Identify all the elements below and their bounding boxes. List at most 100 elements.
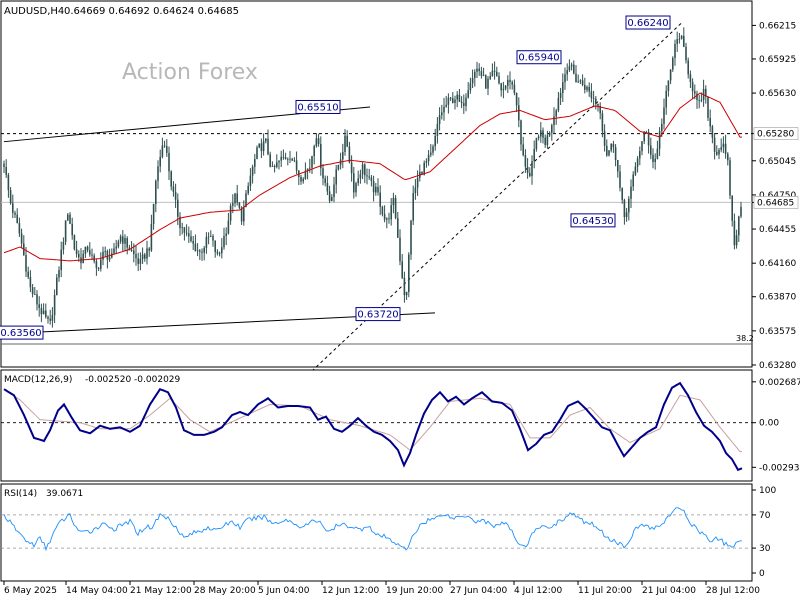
candle-body	[705, 88, 707, 97]
candle-body	[738, 216, 740, 236]
candle-body	[328, 191, 331, 201]
candle-body	[221, 247, 223, 254]
candle-body	[262, 141, 265, 152]
candle-body	[331, 197, 333, 201]
candle-body	[364, 164, 366, 176]
price-callout-label: 0.63560	[0, 328, 41, 339]
candle-body	[361, 164, 364, 175]
candle-body	[526, 166, 529, 173]
candle-body	[553, 116, 555, 126]
candle-body	[47, 316, 49, 319]
price-callout-label: 0.65510	[297, 102, 338, 113]
candle-body	[128, 247, 131, 251]
candle-body	[478, 68, 480, 72]
candle-body	[258, 143, 260, 148]
candle-body	[185, 232, 188, 234]
candle-body	[674, 43, 676, 58]
candle-body	[291, 158, 293, 161]
candle-body	[722, 143, 725, 148]
candle-body	[544, 137, 546, 145]
time-tick-label: 11 Jul 20:00	[578, 586, 632, 596]
candle-body	[614, 147, 617, 160]
candle-body	[284, 157, 287, 159]
candle-body	[249, 175, 252, 186]
candle-body	[421, 171, 423, 175]
time-tick-label: 27 Jun 04:00	[450, 586, 507, 596]
candle-body	[194, 243, 197, 252]
candle-body	[58, 270, 60, 278]
candle-body	[265, 138, 267, 142]
candle-body	[621, 187, 623, 200]
candle-body	[379, 192, 381, 207]
candle-body	[493, 70, 496, 72]
candle-body	[214, 240, 216, 252]
candle-body	[78, 253, 80, 258]
candle-body	[401, 261, 403, 278]
candle-body	[335, 169, 337, 185]
candle-body	[324, 178, 326, 184]
candle-body	[377, 186, 379, 193]
candle-body	[311, 156, 313, 168]
candle-body	[320, 144, 322, 169]
candle-body	[240, 207, 243, 222]
candle-body	[551, 125, 553, 133]
time-tick-label: 21 Jul 04:00	[642, 586, 696, 596]
candle-body	[434, 135, 436, 147]
candle-body	[555, 110, 557, 117]
candle-body	[735, 235, 738, 246]
candle-body	[731, 195, 733, 221]
candle-body	[630, 186, 632, 199]
candle-body	[287, 158, 289, 160]
candle-body	[315, 138, 318, 147]
candle-body	[498, 75, 500, 84]
candle-body	[665, 90, 667, 108]
candle-body	[542, 130, 544, 138]
candle-body	[102, 251, 104, 260]
candle-body	[300, 177, 302, 182]
candle-body	[333, 184, 335, 198]
candle-body	[183, 227, 186, 233]
candle-body	[210, 236, 212, 237]
candle-body	[201, 251, 203, 253]
candle-body	[562, 82, 564, 93]
candle-body	[126, 238, 128, 248]
price-tick-label: 0.64160	[759, 259, 796, 269]
candle-body	[643, 132, 645, 142]
candle-body	[289, 158, 291, 160]
candle-body	[25, 254, 27, 272]
candle-body	[133, 250, 135, 255]
candle-body	[700, 99, 703, 101]
candle-body	[438, 115, 441, 124]
price-callout-box	[355, 307, 401, 322]
candle-body	[683, 35, 685, 47]
candle-body	[480, 71, 483, 76]
candle-body	[20, 233, 23, 244]
candle-body	[559, 92, 562, 98]
candle-body	[608, 150, 610, 156]
rsi-tick-label: 70	[759, 511, 771, 521]
candle-body	[359, 174, 362, 179]
candle-body	[654, 158, 656, 163]
candle-body	[575, 73, 577, 83]
candle-body	[313, 146, 315, 157]
candle-body	[245, 193, 247, 208]
candle-body	[485, 75, 487, 89]
candle-body	[267, 138, 269, 155]
candle-body	[427, 154, 430, 162]
candle-body	[597, 103, 599, 106]
candle-body	[97, 267, 100, 269]
candle-body	[696, 93, 698, 101]
candle-body	[212, 236, 214, 241]
time-tick-label: 28 Jul 12:00	[706, 586, 760, 596]
candle-body	[535, 138, 538, 149]
candle-body	[452, 98, 454, 104]
time-tick-label: 5 Jun 04:00	[258, 586, 310, 596]
candle-body	[639, 151, 641, 159]
candle-body	[124, 238, 126, 244]
rsi-panel	[0, 483, 753, 582]
candle-body	[625, 212, 628, 218]
candle-body	[718, 149, 720, 155]
price-panel	[0, 0, 753, 368]
candle-body	[135, 254, 137, 259]
